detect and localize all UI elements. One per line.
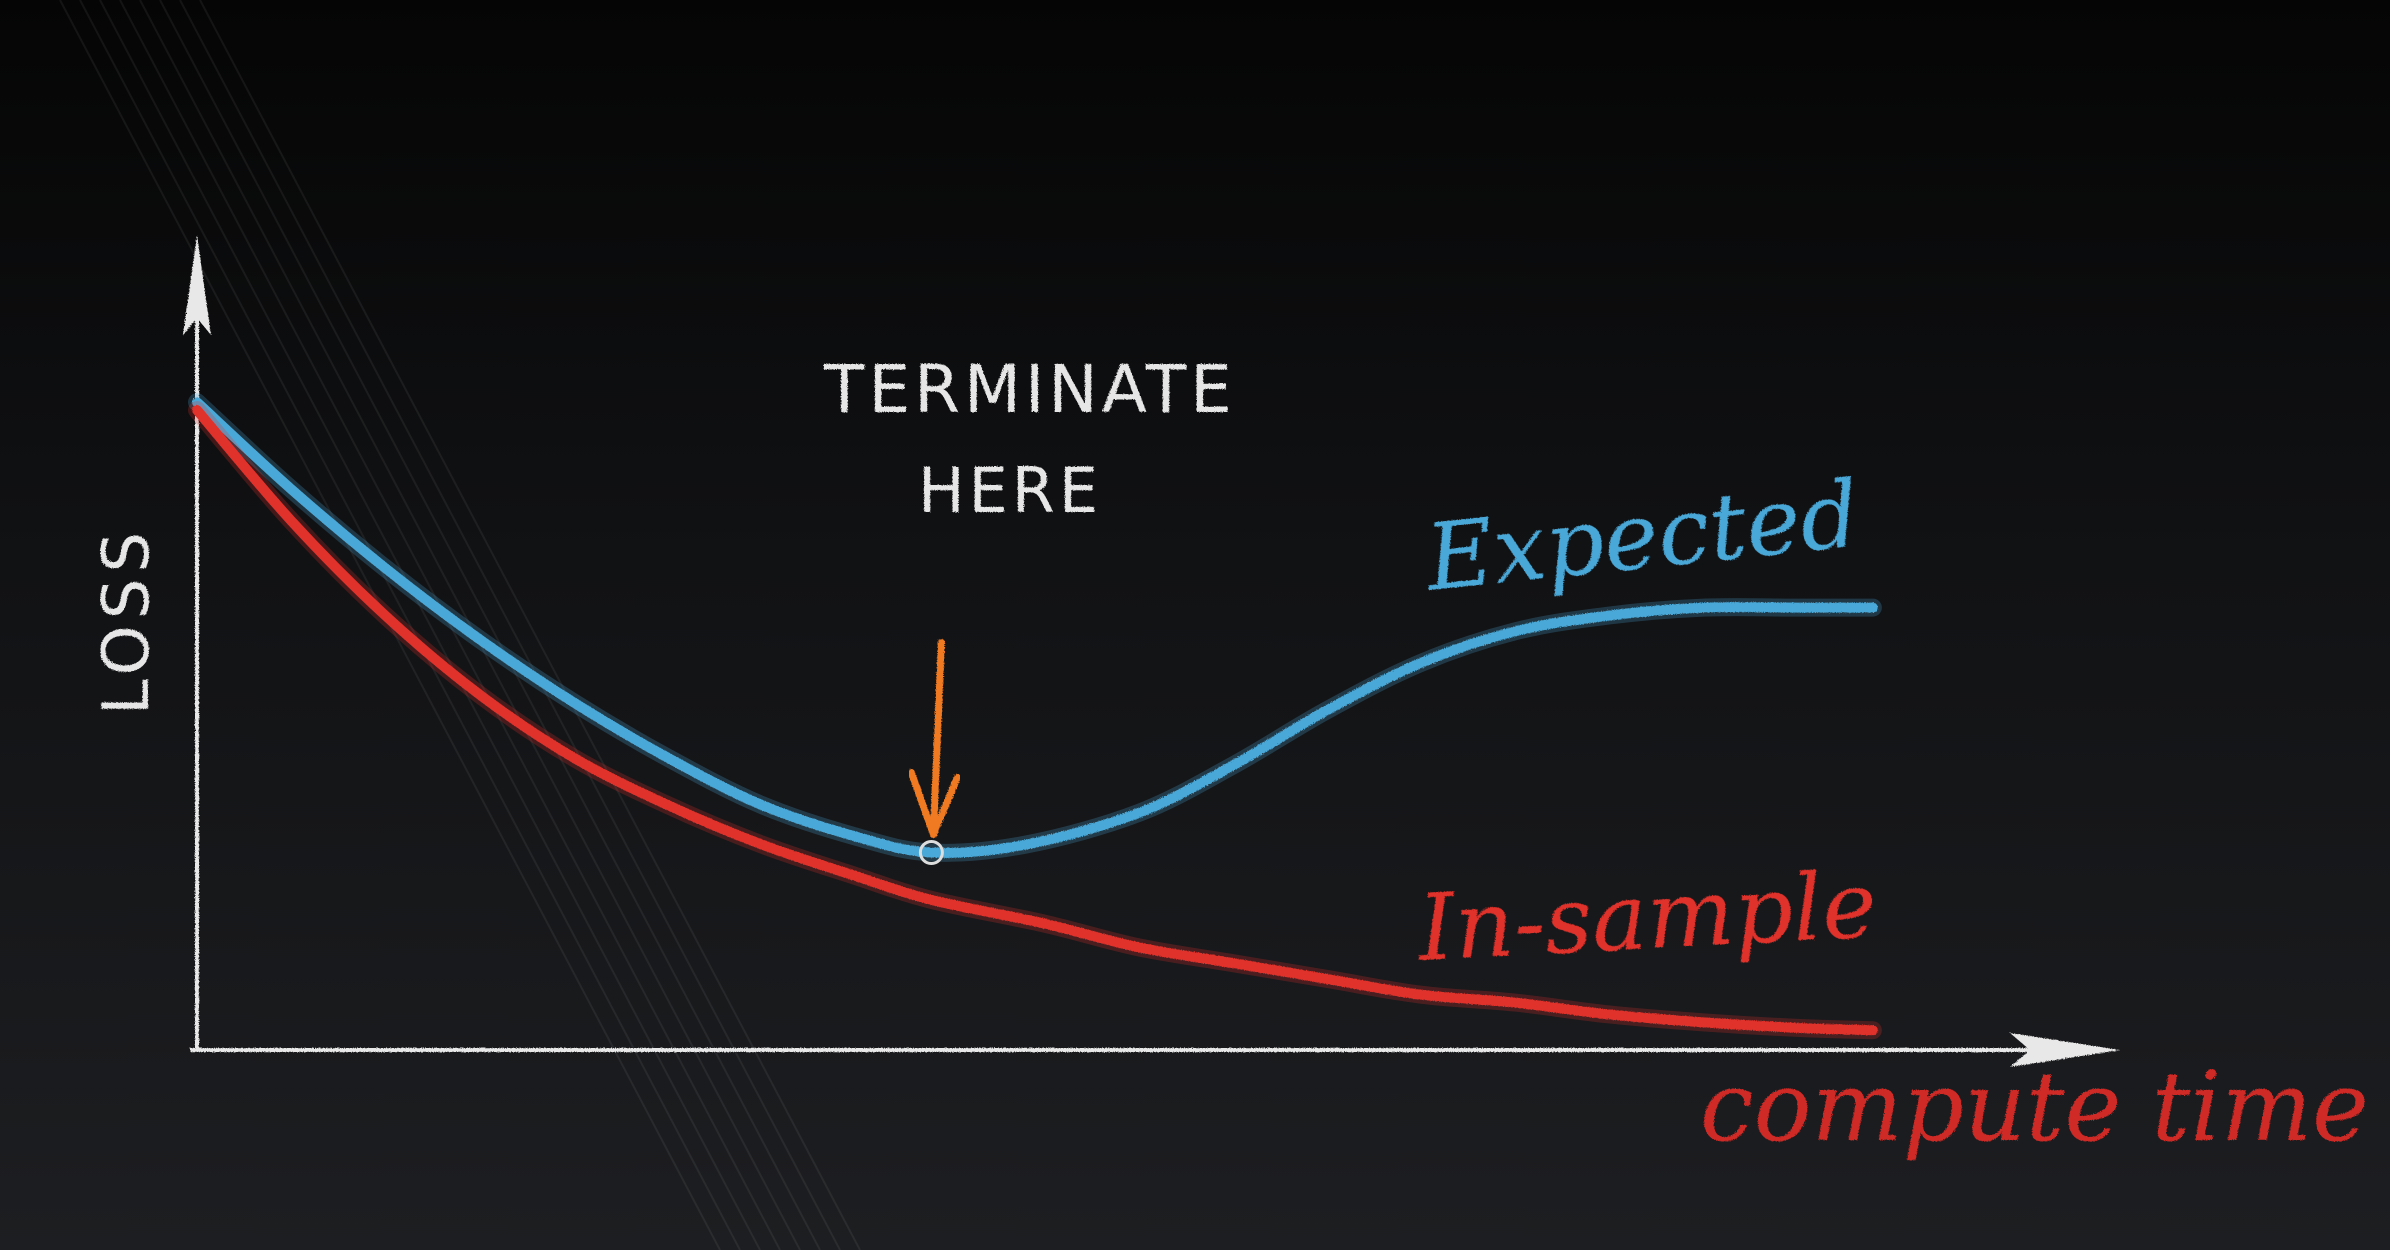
x-axis-label: compute time xyxy=(1700,1051,2369,1163)
annotation-line-1: TERMINATE xyxy=(823,351,1236,428)
terminate-arrow-icon xyxy=(907,639,961,838)
series-label-expected: Expected xyxy=(1419,460,1864,612)
annotation-line-2: HERE xyxy=(918,454,1102,527)
y-axis-arrowhead xyxy=(183,235,211,335)
series-line-in-sample xyxy=(192,405,1878,1036)
x-axis-arrowhead xyxy=(2010,1033,2120,1067)
series-line-expected xyxy=(192,397,1878,858)
y-axis-label: LOSS xyxy=(90,526,164,715)
minimum-marker xyxy=(918,840,944,865)
background-streaks xyxy=(59,0,861,1250)
series-label-in-sample: In-sample xyxy=(1414,851,1880,982)
